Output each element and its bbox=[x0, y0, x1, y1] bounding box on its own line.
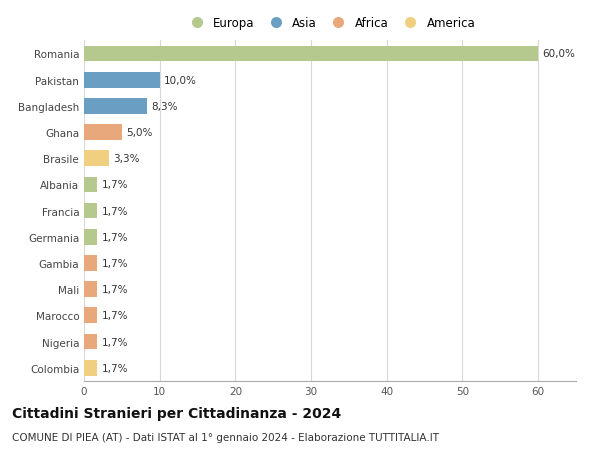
Bar bbox=[84, 308, 97, 324]
Text: 1,7%: 1,7% bbox=[101, 337, 128, 347]
Text: Cittadini Stranieri per Cittadinanza - 2024: Cittadini Stranieri per Cittadinanza - 2… bbox=[12, 406, 341, 420]
Text: COMUNE DI PIEA (AT) - Dati ISTAT al 1° gennaio 2024 - Elaborazione TUTTITALIA.IT: COMUNE DI PIEA (AT) - Dati ISTAT al 1° g… bbox=[12, 432, 439, 442]
Text: 1,7%: 1,7% bbox=[101, 363, 128, 373]
Text: 10,0%: 10,0% bbox=[164, 76, 197, 85]
Text: 5,0%: 5,0% bbox=[127, 128, 153, 138]
Text: 3,3%: 3,3% bbox=[113, 154, 140, 164]
Text: 1,7%: 1,7% bbox=[101, 232, 128, 242]
Bar bbox=[84, 177, 97, 193]
Bar bbox=[84, 256, 97, 271]
Bar bbox=[84, 125, 122, 140]
Legend: Europa, Asia, Africa, America: Europa, Asia, Africa, America bbox=[182, 14, 478, 32]
Bar bbox=[84, 203, 97, 219]
Text: 1,7%: 1,7% bbox=[101, 311, 128, 321]
Text: 1,7%: 1,7% bbox=[101, 285, 128, 295]
Text: 8,3%: 8,3% bbox=[151, 101, 178, 112]
Text: 1,7%: 1,7% bbox=[101, 180, 128, 190]
Bar bbox=[84, 360, 97, 376]
Text: 60,0%: 60,0% bbox=[542, 50, 575, 59]
Bar bbox=[84, 46, 538, 62]
Bar bbox=[84, 334, 97, 350]
Bar bbox=[84, 73, 160, 88]
Bar bbox=[84, 99, 147, 114]
Text: 1,7%: 1,7% bbox=[101, 206, 128, 216]
Bar bbox=[84, 230, 97, 245]
Bar bbox=[84, 151, 109, 167]
Text: 1,7%: 1,7% bbox=[101, 258, 128, 269]
Bar bbox=[84, 282, 97, 297]
